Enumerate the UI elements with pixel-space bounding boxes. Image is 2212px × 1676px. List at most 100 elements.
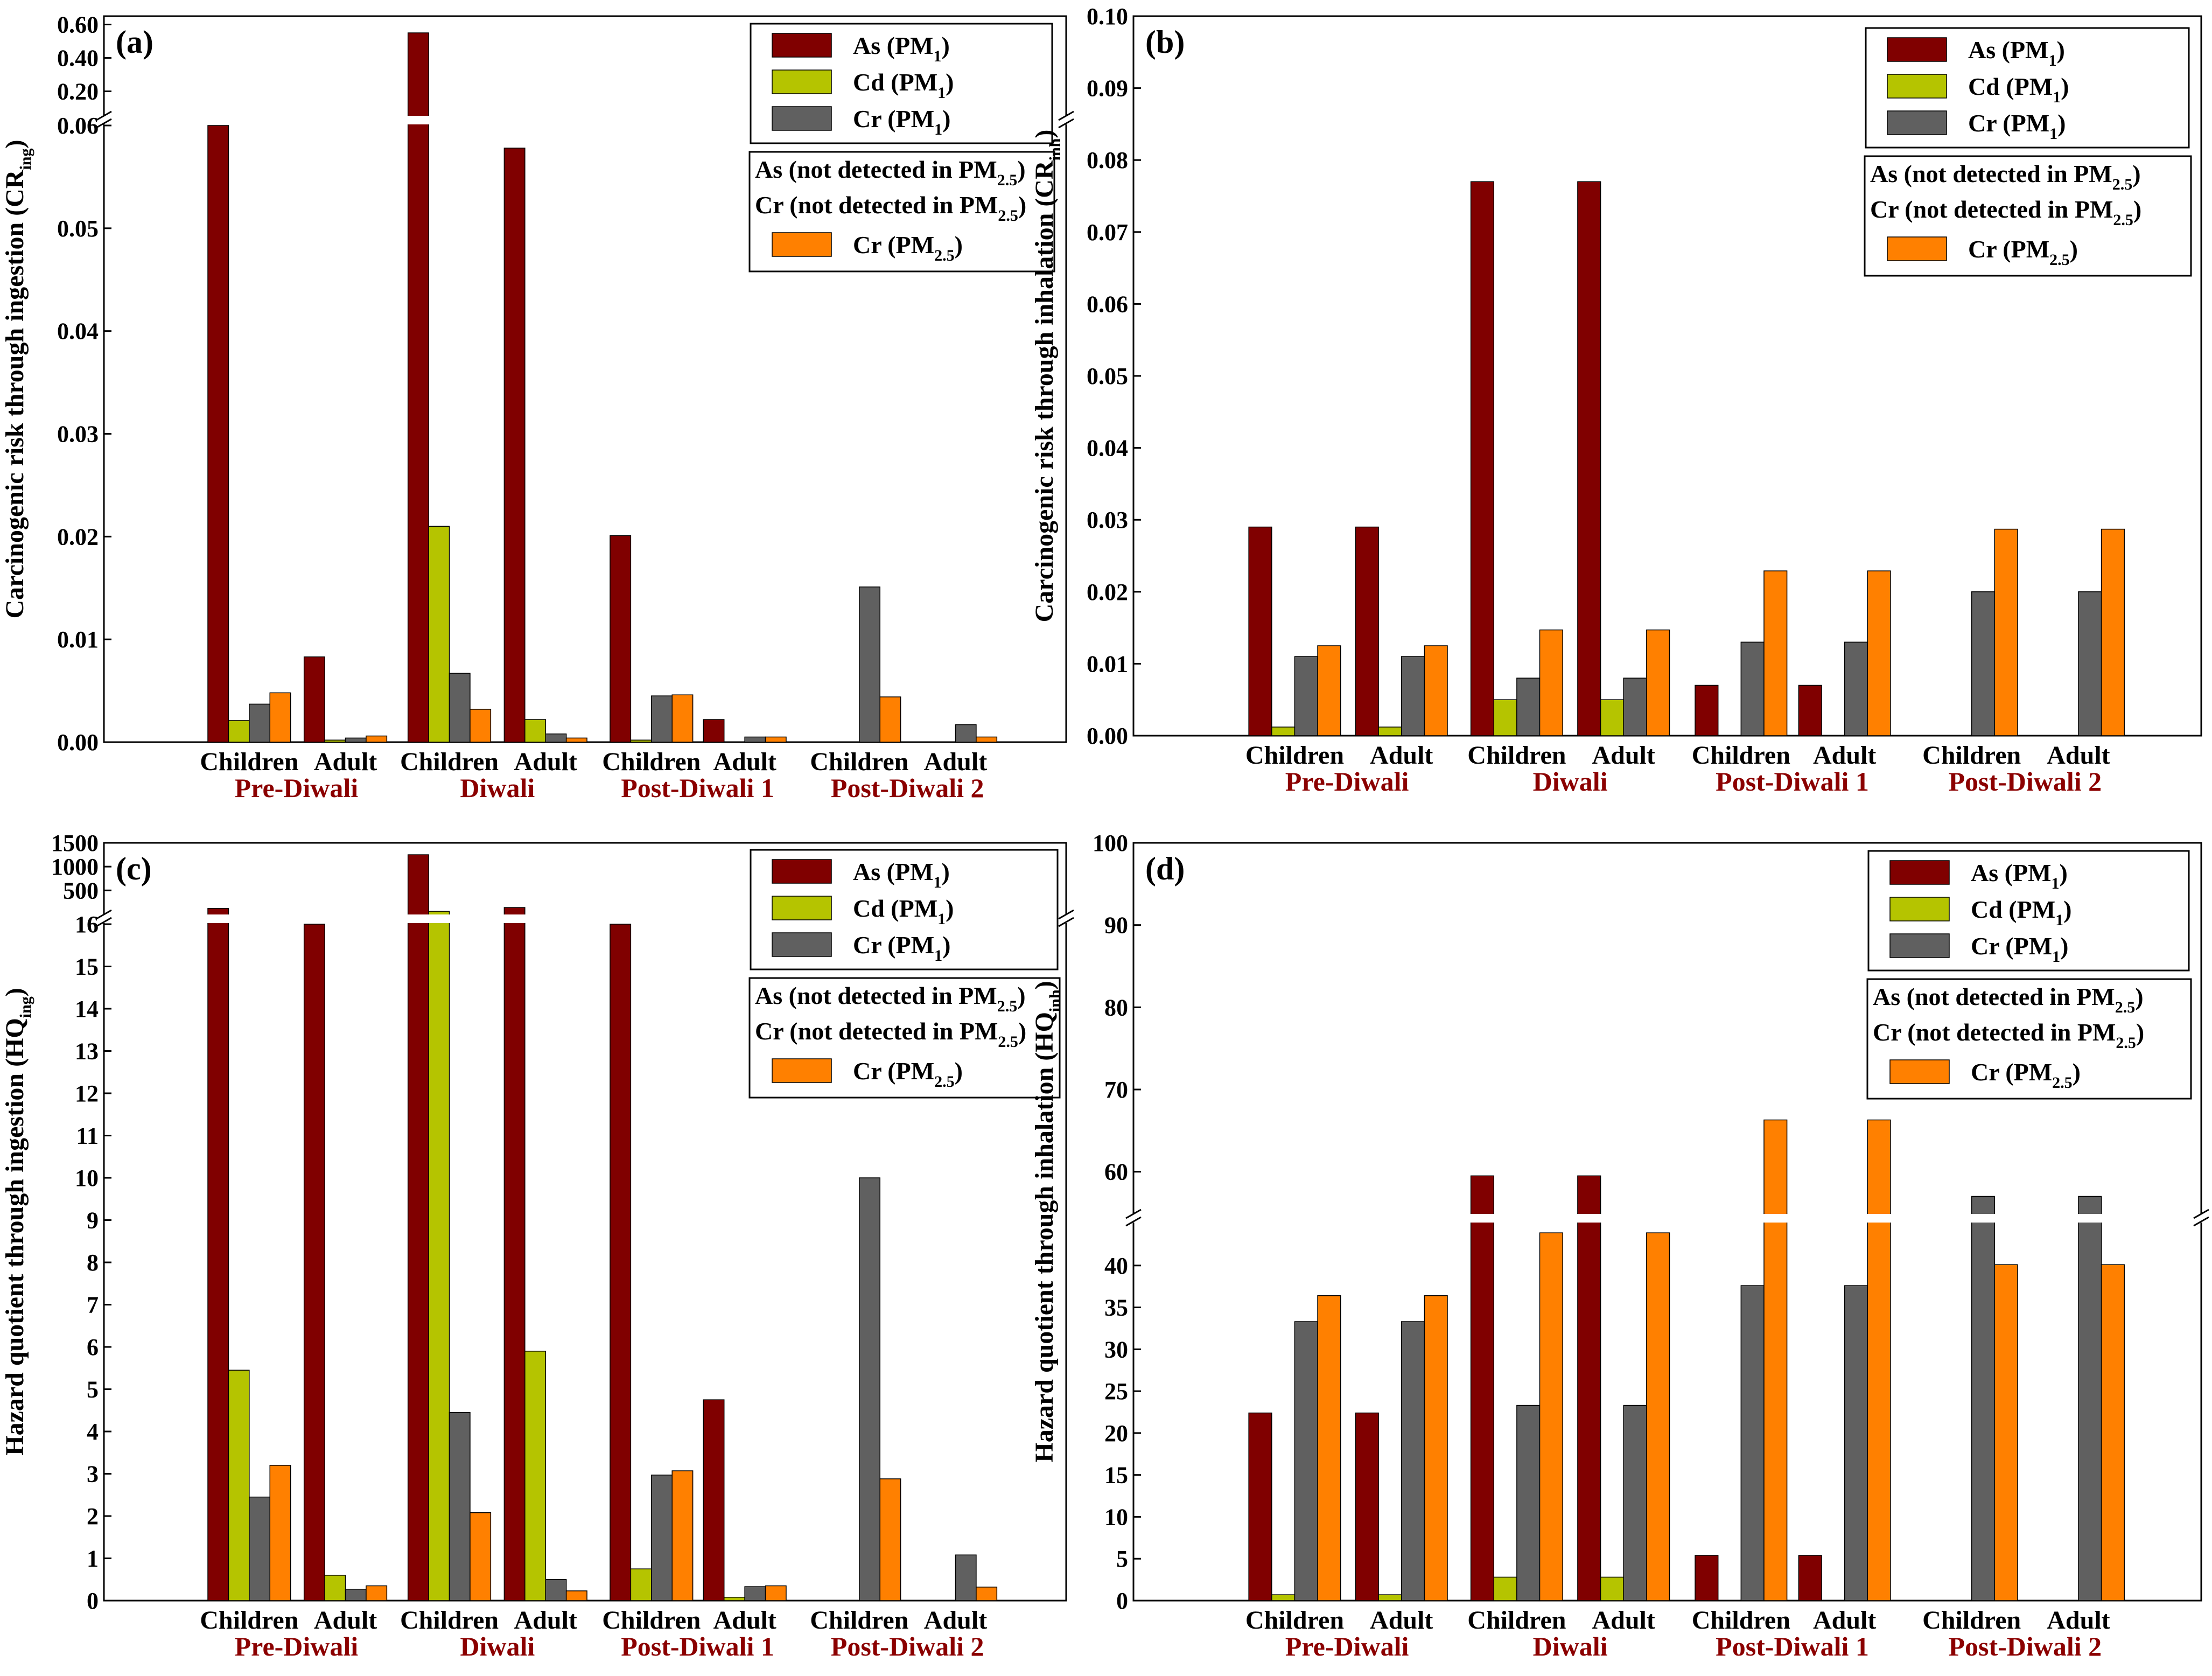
bar-cr bbox=[955, 1554, 977, 1601]
legend-note-sub: 2.5 bbox=[997, 997, 1018, 1015]
y-tick-label: 1500 bbox=[51, 830, 99, 856]
y-tick-label: 30 bbox=[1104, 1336, 1128, 1363]
legend-entry-text: As (PM bbox=[1968, 36, 2048, 64]
bar-as bbox=[1577, 1175, 1601, 1601]
y-axis-title-text: Carcinogenic risk through ingestion (CR bbox=[1, 169, 29, 618]
panel-label: (a) bbox=[116, 24, 153, 60]
x-group-label: Post-Diwali 2 bbox=[831, 1631, 984, 1661]
x-group-label: Diwali bbox=[460, 773, 535, 803]
bar-cd bbox=[324, 739, 346, 743]
y-axis-title-close: ) bbox=[1030, 981, 1059, 989]
legend-entry: Cr (PM2.5) bbox=[1968, 235, 2078, 269]
y-tick-label: 1000 bbox=[51, 854, 99, 880]
bar-crpm25 bbox=[976, 736, 998, 743]
x-category-label: Adult bbox=[713, 1606, 776, 1635]
y-tick-label: 40 bbox=[1104, 1253, 1128, 1279]
legend-note: Cr (not detected in PM2.5) bbox=[755, 1017, 1026, 1051]
bar-cr bbox=[1294, 1321, 1318, 1601]
legend-note: As (not detected in PM2.5) bbox=[1873, 983, 2144, 1016]
y-tick-label: 0.05 bbox=[1087, 363, 1128, 389]
axis-break-marks bbox=[96, 110, 1074, 129]
y-tick-label: 60 bbox=[1104, 1159, 1128, 1185]
bar-cr bbox=[1844, 641, 1868, 736]
legend-swatch-cr bbox=[1887, 110, 1947, 135]
bar-as bbox=[610, 535, 632, 743]
bar-as bbox=[503, 148, 526, 743]
break-slash-right bbox=[1058, 917, 1074, 927]
x-group-label: Diwali bbox=[460, 1631, 535, 1661]
bars bbox=[1248, 181, 2125, 736]
y-axis: 0.00 0.01 0.02 0.03 0.04 0.05 0.06 0.20 0.40 0.60 bbox=[57, 12, 111, 756]
x-group-label: Pre-Diwali bbox=[235, 773, 359, 803]
y-tick-label: 0.08 bbox=[1087, 147, 1128, 173]
x-group-label: Diwali bbox=[1533, 766, 1608, 797]
break-slash-right bbox=[2193, 1216, 2209, 1227]
bar-as bbox=[703, 1399, 725, 1601]
legend-entry: Cd (PM1) bbox=[1968, 73, 2069, 106]
bar-cr bbox=[651, 695, 673, 743]
bar-cd bbox=[228, 720, 250, 743]
legend-entry-close: ) bbox=[955, 231, 963, 259]
y-tick-label: 0.04 bbox=[57, 318, 99, 345]
break-slash-left bbox=[1125, 1209, 1142, 1219]
bar-crpm25 bbox=[765, 736, 787, 743]
bar-cr bbox=[1294, 656, 1318, 736]
y-tick-label: 0 bbox=[1116, 1588, 1128, 1614]
bars bbox=[206, 854, 998, 1601]
bar-cr bbox=[249, 703, 271, 743]
bars bbox=[1248, 1119, 2125, 1601]
bar-crpm25 bbox=[1424, 645, 1448, 736]
y-axis-title: Hazard quotient through ingestion (HQing… bbox=[1, 988, 34, 1456]
break-slash-right bbox=[1058, 909, 1074, 920]
y-axis-title-close: ) bbox=[1, 988, 29, 996]
bar-cd bbox=[1378, 727, 1402, 736]
bar-crpm25 bbox=[1994, 1264, 2018, 1601]
break-slash-right bbox=[1058, 118, 1074, 129]
bar-as bbox=[1470, 1175, 1495, 1601]
legend-entry-text: Cd (PM bbox=[1968, 73, 2053, 100]
bar-cr bbox=[1971, 591, 1996, 736]
break-slash-left bbox=[1125, 1216, 1142, 1227]
legend-note-close: ) bbox=[1018, 1017, 1026, 1045]
y-tick-label: 80 bbox=[1104, 994, 1128, 1021]
y-tick-label: 0.06 bbox=[1087, 291, 1128, 317]
legend-note-close: ) bbox=[2132, 160, 2140, 187]
legend-entry: Cr (PM1) bbox=[1971, 932, 2068, 966]
bar-crpm25 bbox=[366, 1585, 388, 1601]
legend-entry-sub: 2.5 bbox=[934, 1073, 955, 1091]
y-tick-label: 25 bbox=[1104, 1378, 1128, 1405]
bar-cd bbox=[228, 1370, 250, 1601]
y-tick-label: 0.09 bbox=[1087, 75, 1128, 102]
bar-as bbox=[303, 656, 325, 743]
bar-cr bbox=[345, 737, 367, 743]
y-axis-title-sub: inh bbox=[1046, 138, 1064, 160]
bar-cr bbox=[1623, 1405, 1647, 1601]
bar-as bbox=[1248, 1412, 1272, 1601]
y-tick-label: 0.40 bbox=[57, 45, 99, 72]
bar-cr bbox=[1844, 1285, 1868, 1601]
x-category-label: Children bbox=[200, 748, 298, 776]
panel-b: 0.00 0.01 0.02 0.03 0.04 0.05 0.06 0.07 0.08 0.09… bbox=[1030, 3, 2202, 797]
legend-swatch-cd bbox=[772, 69, 832, 94]
x-category-label: Children bbox=[810, 748, 908, 776]
x-category-label: Adult bbox=[1592, 1606, 1655, 1635]
x-category-label: Children bbox=[1692, 741, 1790, 770]
bar-cr bbox=[744, 1586, 766, 1601]
y-tick-label: 0.07 bbox=[1087, 219, 1128, 246]
y-axis-title: Carcinogenic risk through inhalation (CR… bbox=[1030, 130, 1064, 623]
bar-cr bbox=[1401, 656, 1425, 736]
bar-break-gap bbox=[428, 914, 451, 923]
bar-as bbox=[1577, 181, 1601, 736]
legend-entry-text: Cr (PM bbox=[1971, 932, 2052, 960]
bar-break-gap bbox=[1762, 1214, 1788, 1223]
x-category-label: Children bbox=[1922, 741, 2021, 770]
x-category-label: Adult bbox=[924, 1606, 987, 1635]
legend-entry-sub: 2.5 bbox=[2052, 1074, 2073, 1092]
legend-note-text: Cr (not detected in PM bbox=[755, 191, 998, 219]
legend-entry: Cr (PM2.5) bbox=[853, 1057, 963, 1091]
legend-entry-close: ) bbox=[2057, 109, 2066, 137]
legend-entry-close: ) bbox=[946, 68, 954, 96]
x-category-label: Adult bbox=[1813, 741, 1876, 770]
legend-swatch-as bbox=[1889, 860, 1950, 885]
legend-entry-close: ) bbox=[2059, 859, 2067, 886]
